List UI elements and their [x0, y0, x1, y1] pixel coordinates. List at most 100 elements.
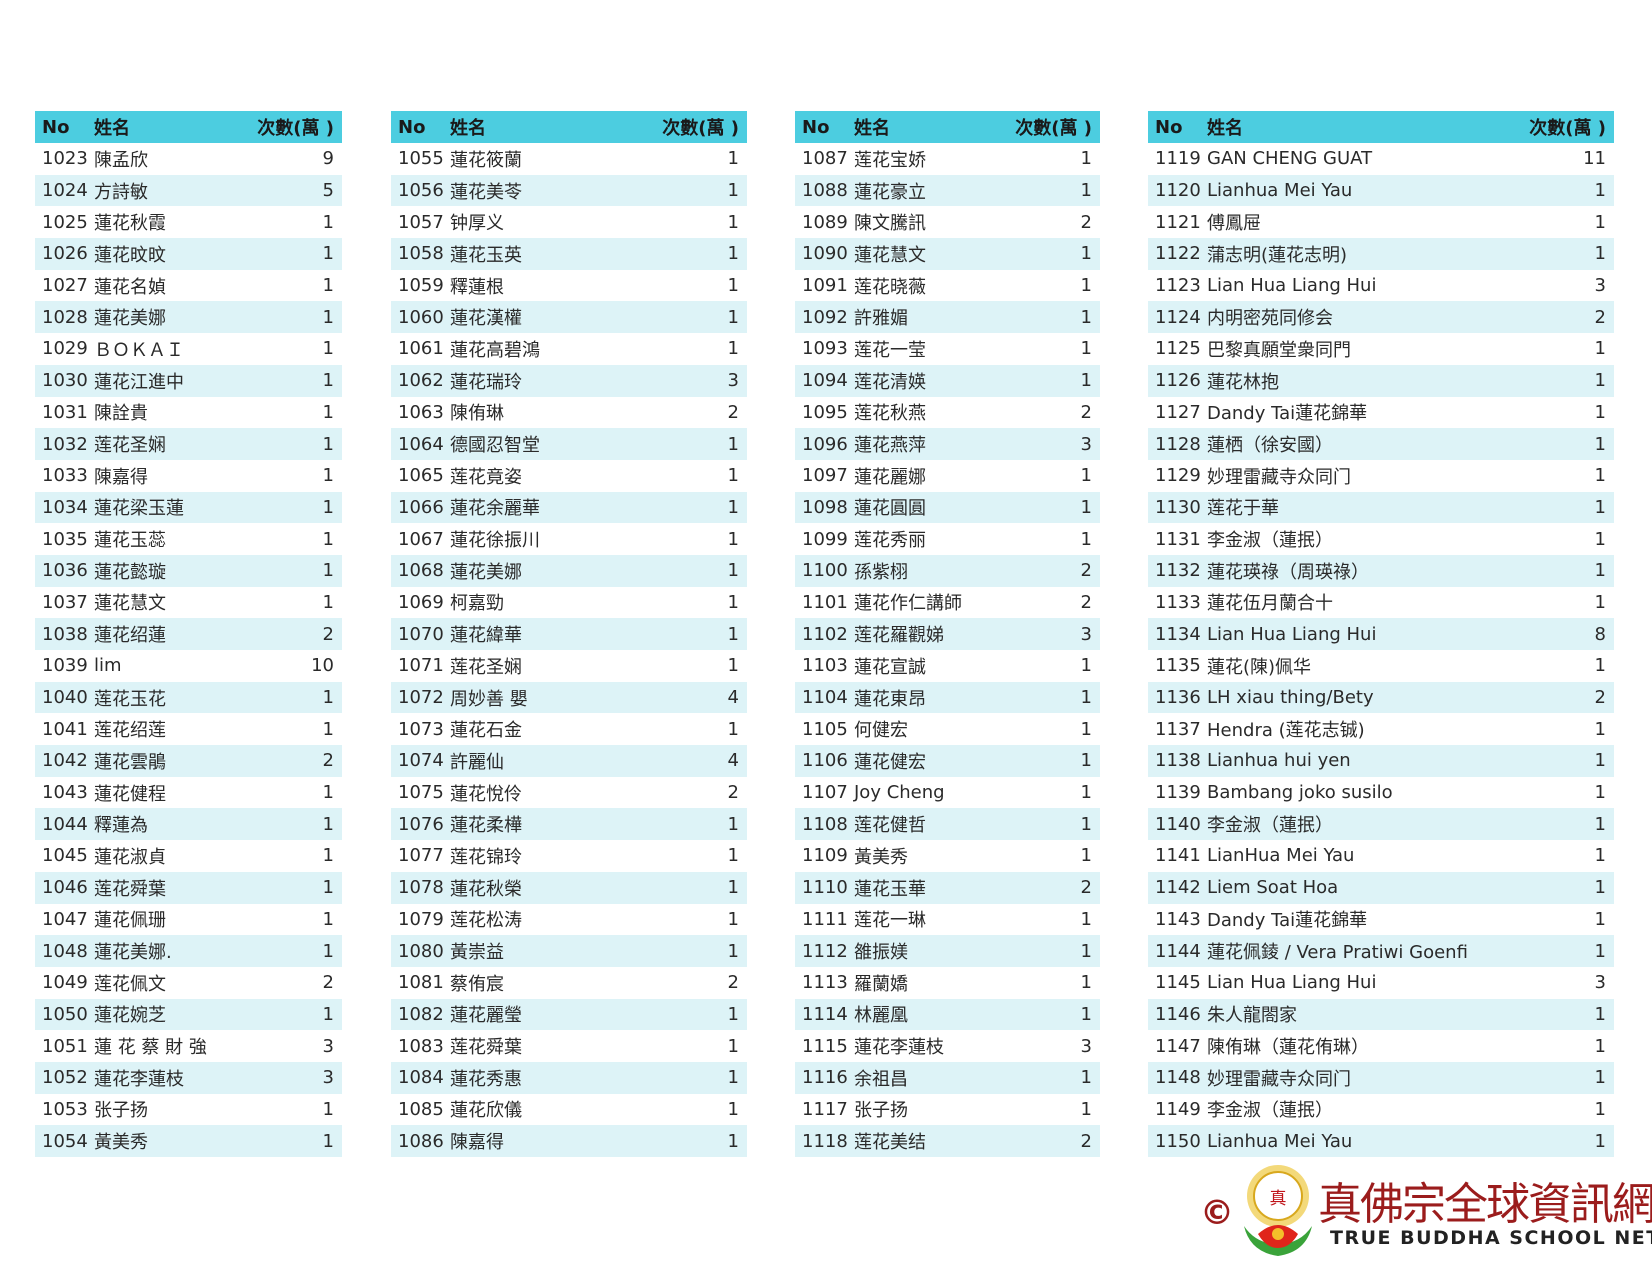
cell-name: 蓮花绍蓮	[94, 625, 166, 647]
cell-count: 9	[322, 148, 334, 170]
table-row: 1137 Hendra (莲花志铖) 1	[1148, 713, 1614, 745]
cell-count: 1	[1594, 465, 1606, 487]
cell-no: 1090	[802, 243, 848, 265]
table-row: 1046 莲花舜葉 1	[35, 871, 342, 904]
cell-count: 1	[727, 1067, 739, 1089]
table-header: No 姓名 次數(萬 )	[391, 111, 747, 143]
cell-no: 1087	[802, 148, 848, 170]
cell-no: 1025	[42, 211, 88, 233]
table-row: 1103 蓮花宣誠 1	[795, 650, 1100, 682]
cell-count: 3	[1594, 972, 1606, 994]
table-row: 1105 何健宏 1	[795, 713, 1100, 745]
cell-name: 蓮花柔樺	[450, 815, 522, 837]
cell-no: 1103	[802, 655, 848, 677]
cell-count: 1	[1594, 370, 1606, 392]
cell-name: 蓮花麗瑩	[450, 1005, 522, 1027]
cell-count: 2	[1080, 401, 1092, 423]
cell-no: 1034	[42, 496, 88, 518]
table-row: 1060 蓮花漢權 1	[391, 301, 747, 334]
cell-count: 2	[1080, 211, 1092, 233]
cell-no: 1095	[802, 401, 848, 423]
table-row: 1089 陳文騰訊 2	[795, 206, 1100, 238]
cell-count: 1	[1080, 813, 1092, 835]
cell-no: 1043	[42, 782, 88, 804]
cell-no: 1106	[802, 750, 848, 772]
cell-name: 陳侑琳	[450, 403, 504, 425]
table-row: 1093 莲花一莹 1	[795, 333, 1100, 365]
header-count: 次數(萬 )	[1529, 118, 1606, 139]
cell-name: 莲花佩文	[94, 973, 166, 995]
cell-count: 1	[1080, 243, 1092, 265]
cell-count: 1	[1594, 813, 1606, 835]
table-row: 1063 陳侑琳 2	[391, 397, 747, 429]
cell-name: 陳孟欣	[94, 149, 148, 171]
table-row: 1120 Lianhua Mei Yau 1	[1148, 174, 1614, 207]
cell-count: 1	[1594, 1130, 1606, 1152]
cell-no: 1120	[1155, 180, 1201, 202]
cell-count: 2	[1080, 591, 1092, 613]
cell-no: 1056	[398, 180, 444, 202]
header-count: 次數(萬 )	[1015, 118, 1092, 139]
cell-count: 1	[322, 718, 334, 740]
table-row: 1132 蓮花瑛祿（周瑛祿） 1	[1148, 554, 1614, 587]
cell-no: 1099	[802, 528, 848, 550]
table-row: 1088 蓮花豪立 1	[795, 174, 1100, 207]
cell-no: 1089	[802, 211, 848, 233]
cell-count: 2	[727, 972, 739, 994]
cell-no: 1077	[398, 845, 444, 867]
cell-count: 1	[1080, 1067, 1092, 1089]
cell-count: 5	[322, 180, 334, 202]
cell-name: 莲花美结	[854, 1132, 926, 1154]
cell-no: 1060	[398, 306, 444, 328]
cell-name: 柯嘉勁	[450, 593, 504, 615]
cell-count: 1	[727, 1098, 739, 1120]
cell-no: 1033	[42, 465, 88, 487]
cell-name: 莲花锦玲	[450, 846, 522, 868]
table-row: 1107 Joy Cheng 1	[795, 777, 1100, 809]
table-row: 1073 蓮花石金 1	[391, 713, 747, 745]
table-row: 1035 蓮花玉蕊 1	[35, 523, 342, 555]
cell-name: 蓮花旼旼	[94, 244, 166, 266]
cell-count: 2	[322, 972, 334, 994]
cell-no: 1037	[42, 591, 88, 613]
cell-no: 1094	[802, 370, 848, 392]
table-row: 1051 蓮 花 蔡 財 強 3	[35, 1030, 342, 1062]
cell-no: 1130	[1155, 496, 1201, 518]
cell-name: 莲花一莹	[854, 339, 926, 361]
table-row: 1036 蓮花懿璇 1	[35, 554, 342, 587]
cell-name: 方詩敏	[94, 181, 148, 203]
cell-no: 1074	[398, 750, 444, 772]
table-row: 1076 蓮花柔樺 1	[391, 808, 747, 841]
cell-no: 1072	[398, 687, 444, 709]
cell-count: 1	[727, 496, 739, 518]
cell-count: 1	[1080, 750, 1092, 772]
site-logo-chinese: 真佛宗全球資訊網	[1318, 1179, 1652, 1230]
table-row: 1039 lim 10	[35, 650, 342, 682]
cell-count: 2	[1080, 1130, 1092, 1152]
header-name: 姓名	[94, 118, 130, 139]
cell-count: 2	[727, 401, 739, 423]
cell-no: 1121	[1155, 211, 1201, 233]
table-row: 1099 莲花秀丽 1	[795, 523, 1100, 555]
cell-count: 1	[322, 908, 334, 930]
cell-count: 2	[1594, 687, 1606, 709]
cell-no: 1027	[42, 275, 88, 297]
cell-name: 蓮花佩錂 / Vera Pratiwi Goenfi	[1207, 942, 1468, 964]
cell-name: 蓮 花 蔡 財 強	[94, 1037, 207, 1059]
table-row: 1104 蓮花東昂 1	[795, 681, 1100, 714]
cell-name: Lian Hua Liang Hui	[1207, 275, 1377, 297]
cell-no: 1023	[42, 148, 88, 170]
table-row: 1147 陳侑琳（蓮花侑琳） 1	[1148, 1030, 1614, 1062]
table-row: 1080 黃崇益 1	[391, 935, 747, 967]
cell-count: 1	[1594, 908, 1606, 930]
cell-name: 妙理雷藏寺众同门	[1207, 466, 1351, 488]
table-row: 1115 蓮花李蓮枝 3	[795, 1030, 1100, 1062]
cell-name: 朱人龍閤家	[1207, 1005, 1297, 1027]
cell-no: 1109	[802, 845, 848, 867]
cell-count: 1	[727, 560, 739, 582]
cell-count: 1	[727, 180, 739, 202]
cell-count: 1	[1594, 845, 1606, 867]
table-row: 1072 周妙善 嬰 4	[391, 681, 747, 714]
cell-count: 1	[727, 148, 739, 170]
cell-count: 10	[311, 655, 334, 677]
